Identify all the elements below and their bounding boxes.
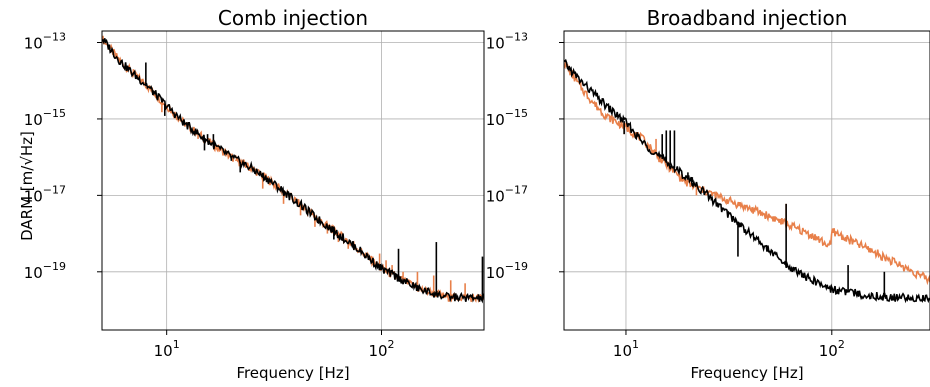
- axes-frame: [563, 30, 930, 331]
- reference-series-line: [564, 58, 930, 304]
- y-tick-label: 10−17: [24, 183, 66, 205]
- axes-frame: [101, 30, 485, 331]
- panel-title: Broadband injection: [647, 6, 848, 30]
- y-tick-label: 10−13: [24, 31, 66, 53]
- x-tick-label: 102: [819, 338, 845, 360]
- y-tick-label: 10−15: [24, 107, 66, 129]
- plot-area: [564, 58, 930, 304]
- y-tick-label: 10−13: [486, 31, 528, 53]
- injection-series-line: [102, 35, 484, 304]
- y-tick-label: 10−15: [486, 107, 528, 129]
- x-tick-label: 101: [154, 338, 180, 360]
- y-tick-label: 10−17: [486, 183, 528, 205]
- x-axis-label: Frequency [Hz]: [690, 364, 803, 382]
- x-tick-label: 102: [368, 338, 394, 360]
- injection-series-line: [564, 61, 930, 286]
- plot-area: [102, 35, 484, 304]
- broadband-injection-panel: 101 102 10−13 10−15 10−17 10−19 Broadband inje…: [486, 6, 930, 382]
- x-axis-label: Frequency [Hz]: [236, 364, 349, 382]
- y-tick-label: 10−19: [486, 260, 528, 282]
- x-tick-label: 101: [613, 338, 639, 360]
- y-axis-label: DARM [m/√Hz]: [18, 131, 36, 241]
- y-tick-label: 10−19: [24, 260, 66, 282]
- comb-injection-panel: 101 102 10−13 10−15 10−17 10−19 Comb injection…: [24, 6, 485, 382]
- panel-title: Comb injection: [218, 6, 368, 30]
- reference-series-line: [102, 38, 484, 304]
